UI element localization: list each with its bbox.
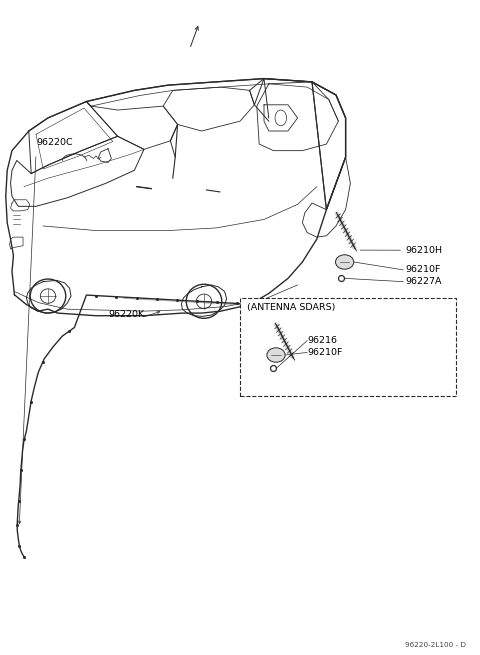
Text: 96210F: 96210F <box>406 265 441 274</box>
FancyBboxPatch shape <box>240 298 456 396</box>
Text: (ANTENNA SDARS): (ANTENNA SDARS) <box>247 303 336 312</box>
Text: 96227A: 96227A <box>406 277 442 286</box>
Text: 96210F: 96210F <box>307 348 343 357</box>
Ellipse shape <box>267 348 285 362</box>
Text: 96210H: 96210H <box>406 246 443 255</box>
Ellipse shape <box>336 255 354 269</box>
Text: 96216: 96216 <box>307 336 337 345</box>
Text: 96220K: 96220K <box>108 310 144 319</box>
Text: 96220C: 96220C <box>36 138 72 147</box>
Text: 96220-2L100 - D: 96220-2L100 - D <box>405 643 466 648</box>
